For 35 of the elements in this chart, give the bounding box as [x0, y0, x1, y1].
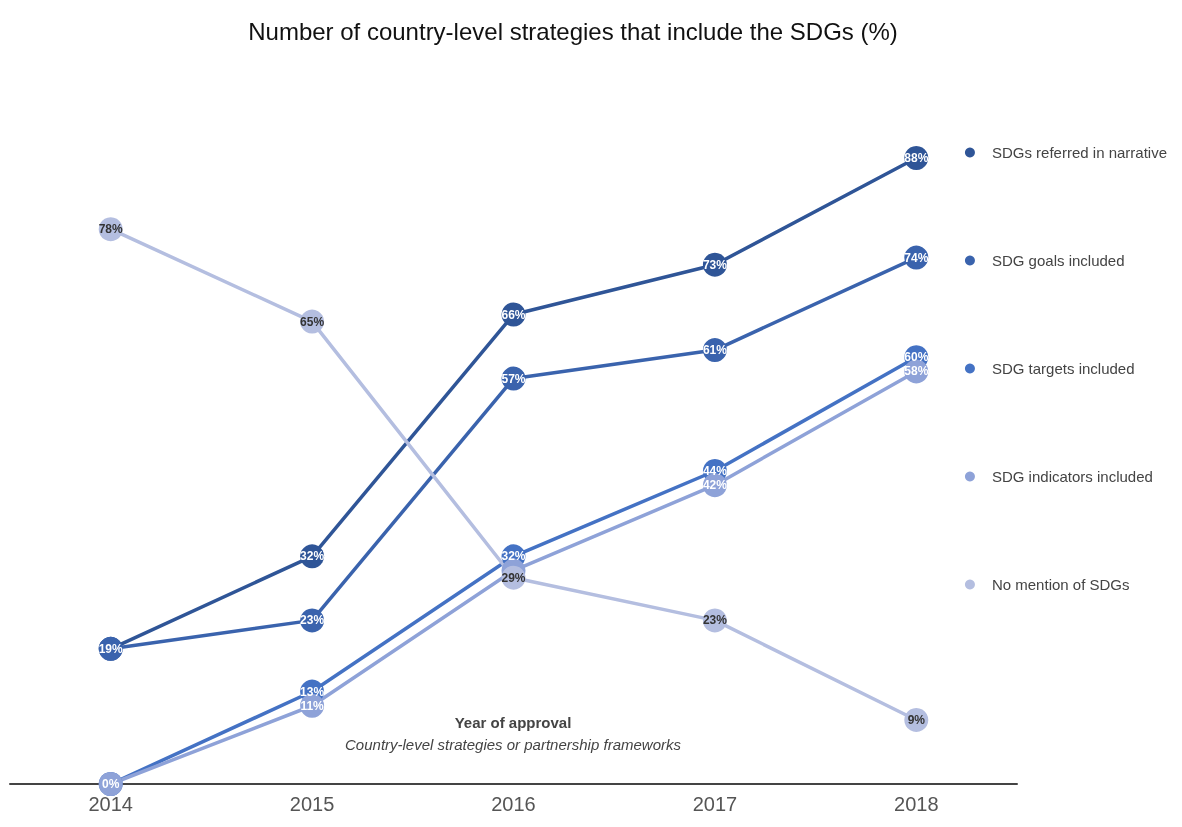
- x-tick-label: 2016: [491, 793, 536, 815]
- x-tick-label: 2014: [88, 793, 133, 815]
- data-label: 60%: [904, 350, 929, 365]
- data-label: 23%: [702, 613, 728, 628]
- data-label: 11%: [300, 698, 325, 713]
- data-label: 32%: [300, 549, 325, 564]
- data-label: 13%: [300, 684, 325, 699]
- data-label: 73%: [702, 257, 728, 272]
- legend-label: SDG targets included: [991, 360, 1135, 377]
- x-tick-label: 2017: [692, 793, 738, 815]
- legend-label: SDG goals included: [991, 252, 1125, 269]
- x-tick-label: 2018: [894, 793, 939, 815]
- data-label: 9%: [907, 712, 926, 727]
- data-label: 42%: [702, 478, 728, 493]
- annotation: Year of approval: [454, 714, 572, 731]
- chart-title: Number of country-level strategies that include the SDGs (%): [248, 17, 898, 45]
- data-label: 66%: [501, 307, 526, 322]
- data-label: 57%: [501, 371, 526, 386]
- legend-label: SDGs referred in narrative: [991, 144, 1168, 161]
- data-label: 32%: [501, 549, 526, 564]
- data-label: 78%: [98, 222, 124, 237]
- data-label: 65%: [300, 314, 325, 329]
- data-label: 23%: [300, 613, 325, 628]
- data-label: 88%: [904, 151, 929, 165]
- data-label: 44%: [702, 464, 728, 478]
- legend-label: No mention of SDGs: [991, 576, 1130, 593]
- x-tick-label: 2015: [289, 793, 335, 815]
- data-label: 19%: [98, 641, 124, 656]
- data-label: 29%: [501, 570, 526, 585]
- data-label: 74%: [904, 250, 929, 265]
- annotation: Country-level strategies or partnership frameworks: [345, 736, 682, 753]
- data-label: 0%: [102, 777, 120, 791]
- data-label: 61%: [702, 343, 728, 358]
- legend-label: SDG indicators included: [991, 468, 1153, 485]
- data-label: 58%: [904, 364, 929, 379]
